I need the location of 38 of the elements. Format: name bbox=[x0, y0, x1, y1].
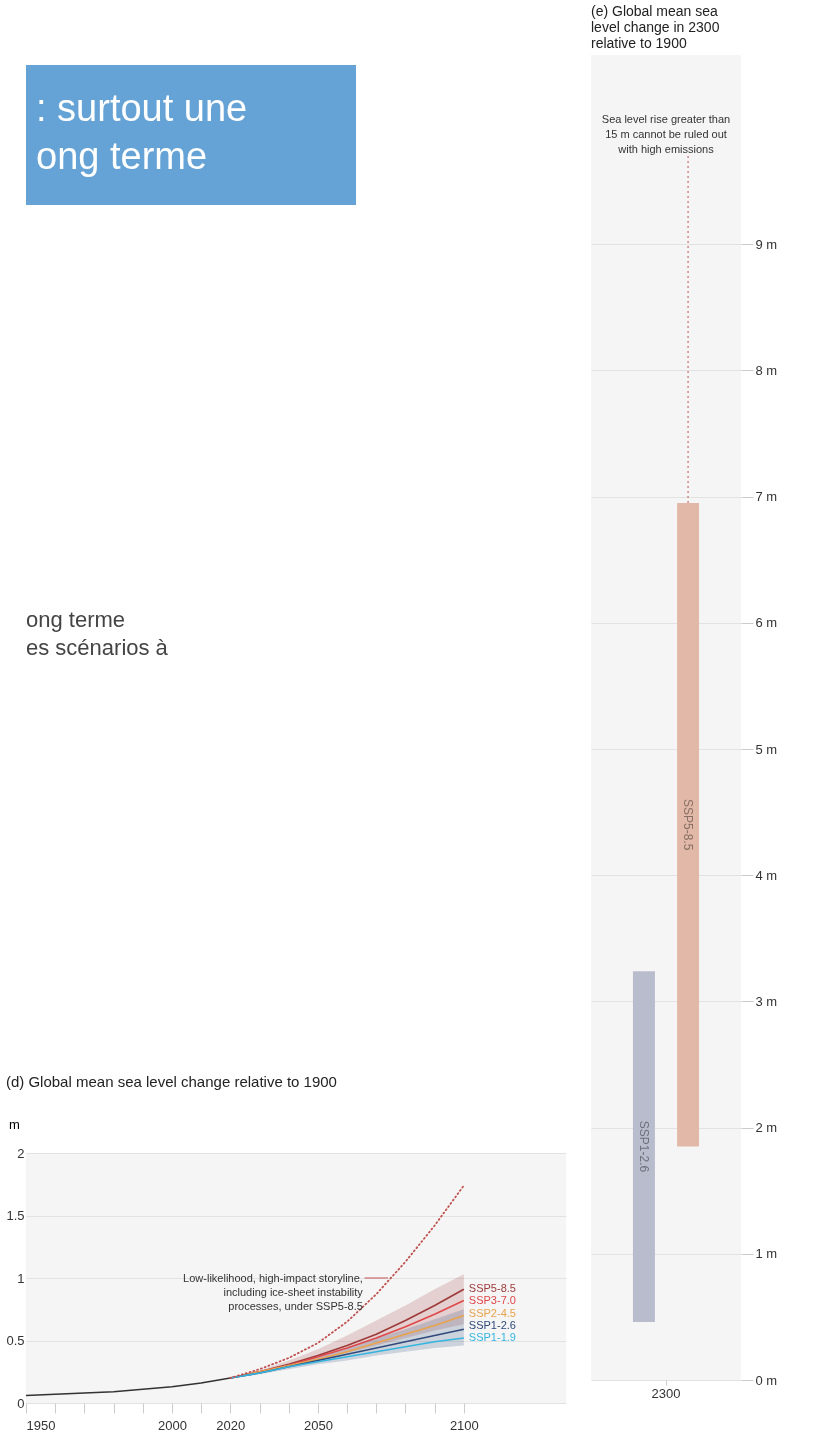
x-tick-label: 2300 bbox=[651, 1385, 681, 1401]
text: ong terme bbox=[26, 607, 126, 632]
series-label: SSP1-2.6 bbox=[636, 1120, 651, 1173]
y-tick-label: 2 m bbox=[755, 1120, 778, 1136]
series-label: SSP5-8.5 bbox=[681, 799, 696, 851]
x-tick-label: 2100 bbox=[449, 1417, 479, 1433]
y-tick-label: 3 m bbox=[755, 993, 778, 1009]
y-tick-label: 6 m bbox=[755, 615, 778, 631]
line-series bbox=[25, 1377, 232, 1397]
line-series bbox=[229, 1337, 465, 1379]
series-label: SSP2-4.5 bbox=[468, 1307, 516, 1319]
y-tick-label: 0 m bbox=[755, 1372, 778, 1388]
series-label: SSP3-7.0 bbox=[468, 1293, 516, 1306]
y-tick-label: 2 bbox=[17, 1145, 25, 1161]
annotation: Sea level rise greater than 15 m cannot be ruled out with high emissions bbox=[601, 113, 731, 155]
series-label: SSP1-1.9 bbox=[468, 1331, 516, 1343]
y-tick-label: 7 m bbox=[755, 489, 778, 505]
x-tick-label: 1950 bbox=[26, 1417, 56, 1433]
y-tick-label: 5 m bbox=[755, 741, 778, 757]
x-tick-label: 2050 bbox=[303, 1417, 333, 1433]
annotation: Low-likelihood, high-impact storyline, including ice-sheet instability processes, under SSP5-8.5 bbox=[183, 1272, 364, 1312]
series-label: SSP1-2.6 bbox=[468, 1319, 516, 1331]
y-tick-label: 1 bbox=[17, 1270, 25, 1286]
y-tick-label: 9 m bbox=[755, 236, 778, 252]
series-label: SSP5-8.5 bbox=[468, 1281, 516, 1294]
text: es scénarios à bbox=[26, 635, 169, 660]
chart-title: (e) Global mean sea level change in 2300 relative to 1900 bbox=[591, 3, 720, 51]
y-tick-label: 1.5 bbox=[6, 1208, 25, 1223]
y-tick-label: 0.5 bbox=[6, 1333, 25, 1348]
text: : surtout une ong terme bbox=[36, 87, 248, 177]
y-axis-title: m bbox=[9, 1116, 20, 1132]
y-tick-label: 4 m bbox=[755, 867, 778, 883]
y-tick-label: 1 m bbox=[755, 1246, 778, 1262]
y-tick-label: 0 bbox=[17, 1395, 25, 1411]
y-tick-label: 8 m bbox=[755, 362, 778, 378]
chart-title: (d) Global mean sea level change relative to 1900 bbox=[5, 1073, 337, 1090]
x-tick-label: 2020 bbox=[216, 1417, 246, 1433]
x-tick-label: 2000 bbox=[157, 1417, 187, 1433]
